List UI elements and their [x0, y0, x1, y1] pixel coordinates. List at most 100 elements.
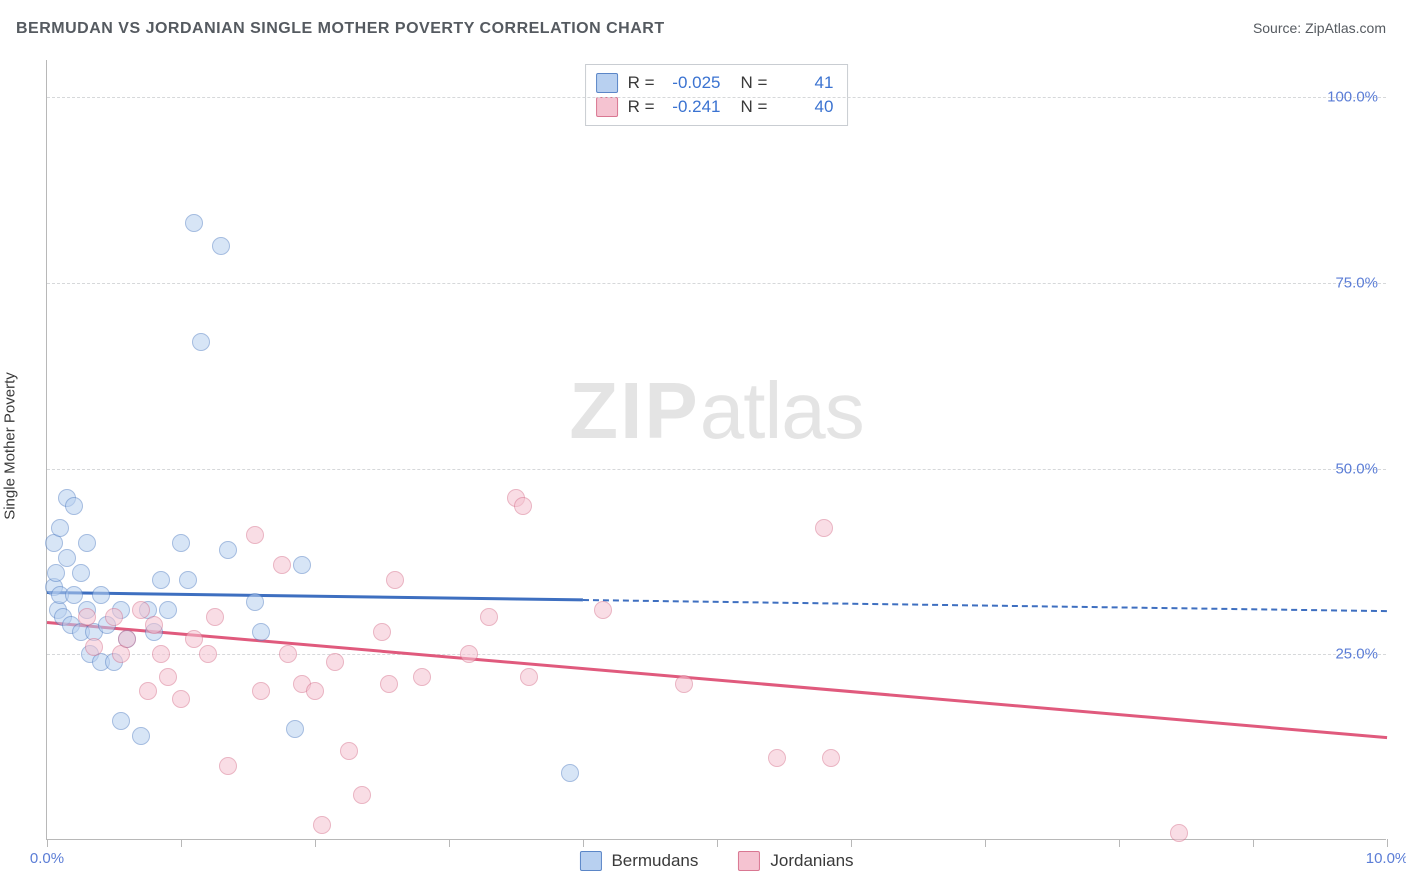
data-point-jordanians: [273, 556, 291, 574]
data-point-jordanians: [199, 645, 217, 663]
legend-item-jordanians: Jordanians: [738, 851, 853, 871]
data-point-jordanians: [206, 608, 224, 626]
data-point-bermudans: [152, 571, 170, 589]
swatch-jordanians: [738, 851, 760, 871]
x-tick: [1387, 839, 1388, 847]
data-point-bermudans: [159, 601, 177, 619]
x-tick: [985, 839, 986, 847]
plot-area: ZIPatlas R = -0.025 N = 41 R = -0.241 N …: [46, 60, 1386, 840]
x-tick: [1119, 839, 1120, 847]
gridline: [47, 97, 1386, 98]
x-tick: [181, 839, 182, 847]
trendline-jordanians: [47, 621, 1387, 739]
gridline: [47, 469, 1386, 470]
data-point-bermudans: [212, 237, 230, 255]
data-point-jordanians: [480, 608, 498, 626]
y-tick-label: 75.0%: [1335, 274, 1378, 291]
r-value-bermudans: -0.025: [665, 71, 721, 95]
swatch-jordanians: [596, 97, 618, 117]
source-label: Source:: [1253, 20, 1305, 36]
data-point-jordanians: [520, 668, 538, 686]
data-point-jordanians: [675, 675, 693, 693]
data-point-jordanians: [413, 668, 431, 686]
data-point-bermudans: [219, 541, 237, 559]
data-point-jordanians: [105, 608, 123, 626]
data-point-jordanians: [78, 608, 96, 626]
x-tick: [583, 839, 584, 847]
data-point-jordanians: [145, 616, 163, 634]
n-label: N =: [741, 71, 768, 95]
r-value-jordanians: -0.241: [665, 95, 721, 119]
data-point-bermudans: [286, 720, 304, 738]
data-point-jordanians: [353, 786, 371, 804]
data-point-bermudans: [179, 571, 197, 589]
x-tick-label: 0.0%: [30, 850, 64, 867]
data-point-bermudans: [561, 764, 579, 782]
y-tick-label: 25.0%: [1335, 646, 1378, 663]
x-tick: [851, 839, 852, 847]
source-value: ZipAtlas.com: [1305, 20, 1386, 36]
stats-row-jordanians: R = -0.241 N = 40: [596, 95, 834, 119]
n-value-bermudans: 41: [777, 71, 833, 95]
data-point-bermudans: [65, 497, 83, 515]
data-point-jordanians: [246, 526, 264, 544]
watermark-zip: ZIP: [569, 366, 699, 455]
data-point-jordanians: [313, 816, 331, 834]
trendline-bermudans-dashed: [583, 599, 1387, 612]
y-tick-label: 100.0%: [1327, 89, 1378, 106]
data-point-bermudans: [92, 586, 110, 604]
data-point-jordanians: [460, 645, 478, 663]
data-point-jordanians: [185, 630, 203, 648]
data-point-jordanians: [768, 749, 786, 767]
stats-legend: R = -0.025 N = 41 R = -0.241 N = 40: [585, 64, 849, 126]
data-point-bermudans: [51, 519, 69, 537]
x-tick: [1253, 839, 1254, 847]
data-point-jordanians: [132, 601, 150, 619]
data-point-jordanians: [340, 742, 358, 760]
data-point-jordanians: [386, 571, 404, 589]
gridline: [47, 654, 1386, 655]
y-tick-label: 50.0%: [1335, 460, 1378, 477]
x-tick: [449, 839, 450, 847]
data-point-jordanians: [1170, 824, 1188, 842]
data-point-bermudans: [78, 534, 96, 552]
legend-label-bermudans: Bermudans: [611, 851, 698, 871]
watermark: ZIPatlas: [569, 365, 863, 457]
r-label: R =: [628, 95, 655, 119]
series-legend: Bermudans Jordanians: [579, 851, 853, 871]
data-point-bermudans: [185, 214, 203, 232]
data-point-jordanians: [139, 682, 157, 700]
data-point-jordanians: [815, 519, 833, 537]
data-point-bermudans: [65, 586, 83, 604]
x-tick: [717, 839, 718, 847]
legend-item-bermudans: Bermudans: [579, 851, 698, 871]
data-point-jordanians: [514, 497, 532, 515]
data-point-bermudans: [252, 623, 270, 641]
data-point-bermudans: [112, 712, 130, 730]
data-point-jordanians: [822, 749, 840, 767]
data-point-bermudans: [172, 534, 190, 552]
x-tick: [47, 839, 48, 847]
chart-title: BERMUDAN VS JORDANIAN SINGLE MOTHER POVE…: [16, 20, 665, 38]
data-point-jordanians: [252, 682, 270, 700]
data-point-jordanians: [219, 757, 237, 775]
data-point-bermudans: [192, 333, 210, 351]
legend-label-jordanians: Jordanians: [770, 851, 853, 871]
r-label: R =: [628, 71, 655, 95]
watermark-atlas: atlas: [700, 366, 864, 455]
data-point-bermudans: [293, 556, 311, 574]
n-value-jordanians: 40: [777, 95, 833, 119]
data-point-jordanians: [306, 682, 324, 700]
data-point-jordanians: [159, 668, 177, 686]
gridline: [47, 283, 1386, 284]
data-point-jordanians: [326, 653, 344, 671]
swatch-bermudans: [579, 851, 601, 871]
data-point-bermudans: [72, 564, 90, 582]
data-point-jordanians: [373, 623, 391, 641]
data-point-jordanians: [152, 645, 170, 663]
chart-page: BERMUDAN VS JORDANIAN SINGLE MOTHER POVE…: [0, 0, 1406, 892]
data-point-jordanians: [118, 630, 136, 648]
data-point-jordanians: [279, 645, 297, 663]
x-tick: [315, 839, 316, 847]
y-axis-title: Single Mother Poverty: [2, 372, 19, 520]
